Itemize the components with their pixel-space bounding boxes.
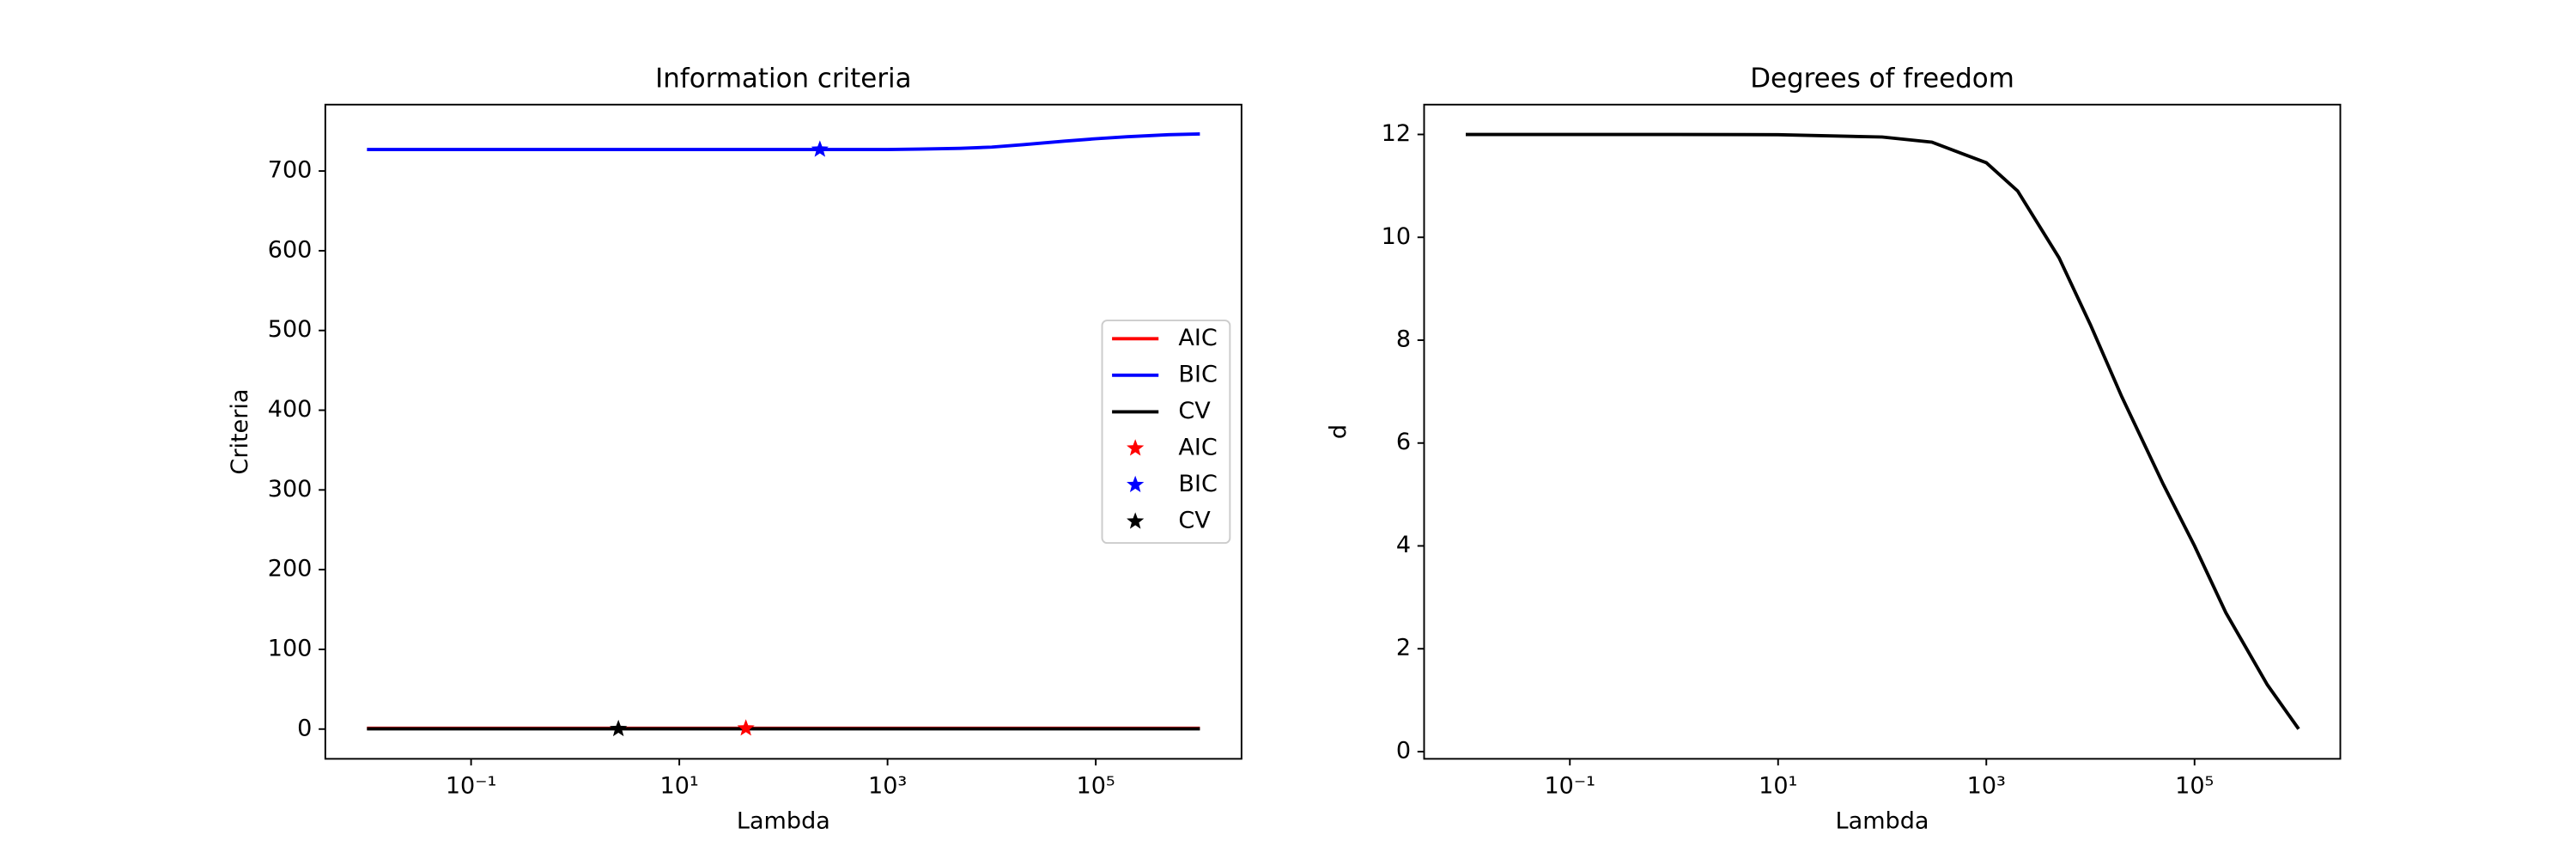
y-tick-label: 12	[1382, 120, 1411, 147]
legend-star	[1127, 439, 1145, 456]
line-series	[1466, 132, 2300, 730]
y-tick-label: 300	[268, 476, 313, 503]
star-marker	[610, 719, 628, 737]
axes-frame	[324, 103, 1242, 760]
legend-label: CV	[1178, 398, 1211, 424]
x-tick-label: 10¹	[659, 773, 698, 800]
y-tick-label: 2	[1396, 635, 1411, 661]
legend-star	[1127, 512, 1145, 529]
y-tick-label: 6	[1396, 429, 1411, 455]
legend-box	[1101, 320, 1231, 545]
chart-title: Degrees of freedom	[1750, 63, 2014, 94]
legend-label: BIC	[1178, 471, 1217, 497]
legend-label: AIC	[1178, 434, 1217, 460]
star-marker	[737, 719, 755, 736]
y-axis-label: Criteria	[227, 389, 253, 475]
axes-frame	[1423, 103, 2342, 760]
y-tick-label: 700	[268, 157, 313, 184]
x-tick-label: 10⁵	[1076, 773, 1115, 800]
y-tick-label: 500	[268, 316, 313, 343]
y-tick-label: 400	[268, 396, 313, 423]
y-tick-label: 8	[1396, 326, 1411, 353]
x-tick-label: 10¹	[1759, 773, 1797, 800]
y-tick-label: 10	[1382, 223, 1411, 250]
star-marker	[811, 140, 829, 157]
y-tick-label: 0	[297, 715, 312, 741]
legend-label: AIC	[1178, 325, 1217, 351]
legend-label: CV	[1178, 507, 1211, 533]
legend-label: BIC	[1178, 361, 1217, 387]
x-tick-label: 10⁻¹	[1544, 773, 1595, 800]
x-tick-label: 10⁻¹	[446, 773, 497, 800]
chart-title: Information criteria	[655, 63, 911, 94]
y-tick-label: 4	[1396, 532, 1411, 558]
line-series	[367, 132, 1200, 151]
x-axis-label: Lambda	[1836, 807, 1929, 834]
y-tick-label: 200	[268, 556, 313, 582]
y-tick-label: 100	[268, 635, 313, 661]
x-axis-label: Lambda	[737, 807, 830, 834]
legend-star	[1127, 475, 1145, 493]
x-tick-label: 10³	[868, 773, 907, 800]
y-axis-label: d	[1325, 424, 1352, 439]
x-tick-label: 10⁵	[2175, 773, 2214, 800]
y-tick-label: 600	[268, 236, 313, 263]
y-tick-label: 0	[1396, 737, 1411, 764]
x-tick-label: 10³	[1967, 773, 2006, 800]
